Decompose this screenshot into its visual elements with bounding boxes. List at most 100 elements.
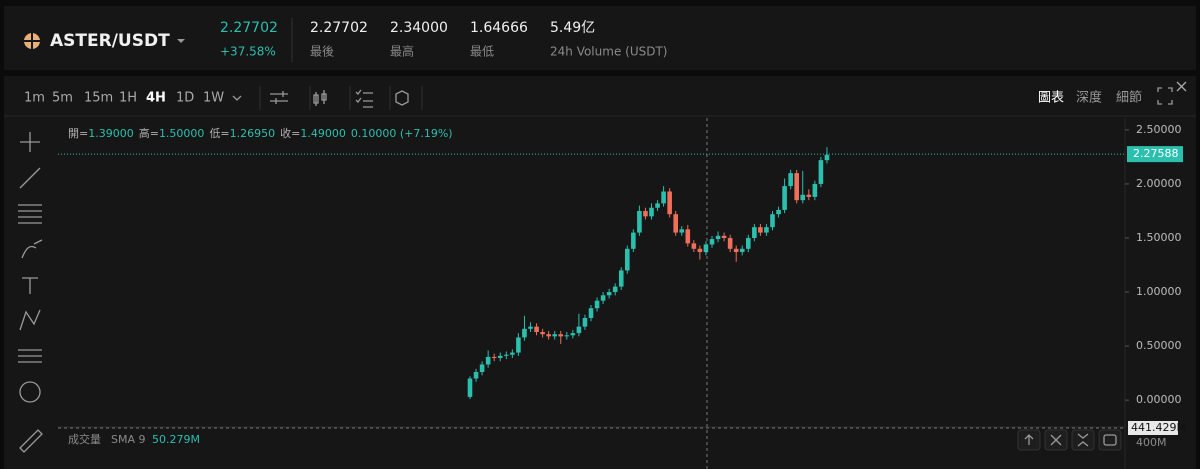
interval-dropdown[interactable]: [232, 95, 242, 101]
candle-body: [582, 317, 588, 327]
candle-body: [473, 372, 479, 379]
candle-body: [522, 328, 527, 338]
y-tick-label: 2.50000: [1136, 123, 1182, 136]
toolbar-button[interactable]: [395, 90, 409, 106]
candle-body: [824, 154, 830, 161]
last-price-label: 2.27588: [1133, 147, 1179, 160]
tool-fib[interactable]: [18, 349, 42, 363]
candle-body: [643, 210, 648, 217]
candle-body: [612, 286, 618, 293]
candle-body: [564, 335, 570, 337]
volume-tick: 400M: [1136, 436, 1167, 449]
candle-body: [721, 235, 727, 238]
stat-value: 2.27702: [310, 20, 368, 36]
candle-body: [673, 214, 678, 233]
candle-body: [618, 270, 624, 287]
legend-value: 1.50000: [159, 127, 205, 140]
interval[interactable]: 4H: [146, 91, 166, 106]
candle-body: [685, 229, 691, 244]
candle-body: [709, 239, 715, 245]
candle-body: [497, 355, 503, 358]
view-tab[interactable]: 深度: [1076, 90, 1102, 106]
tool-pattern[interactable]: [19, 309, 41, 331]
legend-value: 1.49000: [300, 127, 346, 140]
candle-body: [552, 334, 557, 337]
candle-body: [467, 378, 473, 397]
candle-body: [655, 203, 660, 208]
ohlc-legend: 開=1.39000 高=1.50000 低=1.26950 收=1.49000 0.10…: [68, 126, 453, 140]
candle-body: [649, 207, 654, 217]
toolbar-button[interactable]: [355, 89, 373, 108]
interval[interactable]: 5m: [52, 91, 73, 106]
candle-body: [504, 354, 509, 356]
candle-body: [534, 326, 539, 333]
candle-body: [776, 209, 781, 215]
tool-emoji[interactable]: [19, 381, 41, 403]
volume-indicator: SMA 9: [111, 433, 146, 446]
tool-brush[interactable]: [21, 239, 43, 259]
tool-crosshair[interactable]: [20, 132, 40, 152]
chart-panel: [4, 76, 1196, 469]
legend-label: 開=: [68, 127, 88, 140]
legend-label: 收=: [280, 126, 300, 140]
pane-buttons: [1017, 429, 1122, 451]
interval[interactable]: 1W: [203, 91, 224, 106]
legend-value: 1.39000: [88, 127, 134, 140]
drawing-tools: [18, 132, 43, 453]
candle-body: [546, 334, 551, 337]
candle-body: [661, 191, 666, 204]
collapse-button[interactable]: [1071, 429, 1095, 451]
tool-line[interactable]: [19, 167, 41, 189]
toolbar-button[interactable]: [313, 90, 327, 106]
close-button[interactable]: [1176, 81, 1187, 92]
candle-body: [479, 364, 485, 373]
candle-body: [697, 248, 703, 253]
legend-label: 高=: [139, 126, 159, 140]
candle-body: [667, 191, 672, 215]
candle-body: [758, 227, 763, 233]
tool-text[interactable]: [22, 277, 38, 294]
legend-value: 1.26950: [230, 127, 276, 140]
interval[interactable]: 1D: [176, 91, 194, 106]
candle-body: [715, 235, 721, 240]
header-bar: [4, 6, 1196, 70]
candle-body: [806, 194, 812, 197]
candle-body: [625, 248, 630, 271]
legend-label: 低=: [209, 127, 229, 140]
crosshair-label: 441.429M: [1131, 421, 1186, 434]
symbol[interactable]: ASTER/USDT: [50, 31, 170, 51]
candle-body: [691, 243, 697, 249]
candle-body: [637, 210, 642, 233]
candle-body: [752, 227, 757, 238]
interval[interactable]: 15m: [84, 91, 113, 106]
view-tab[interactable]: 圖表: [1038, 91, 1064, 106]
candle-body: [764, 227, 769, 233]
interval[interactable]: 1H: [119, 91, 137, 106]
y-tick-label: 0.00000: [1136, 393, 1182, 406]
stat-label: 最低: [470, 45, 494, 59]
change: +37.58%: [220, 45, 276, 59]
volume-title: 成交量: [68, 432, 101, 446]
maximize-button[interactable]: [1098, 429, 1122, 451]
y-tick-label: 0.50000: [1136, 339, 1182, 352]
stat-label: 24h Volume (USDT): [550, 45, 667, 59]
candle-body: [770, 214, 775, 228]
symbol-dropdown[interactable]: [177, 39, 185, 43]
view-tab[interactable]: 細節: [1116, 91, 1142, 106]
candle-body: [594, 300, 600, 309]
candle-body: [782, 186, 787, 210]
icon: [1103, 434, 1117, 446]
candle-body: [739, 248, 745, 253]
fullscreen-button[interactable]: [1157, 87, 1173, 105]
toolbar-button[interactable]: [270, 91, 288, 104]
tool-lines[interactable]: [18, 204, 42, 224]
candle-body: [606, 292, 612, 296]
tool-ruler[interactable]: [19, 429, 43, 453]
candle-body: [485, 356, 491, 365]
stat-label: 最後: [310, 45, 334, 59]
icon: [1024, 434, 1034, 445]
stat-value: 5.49亿: [550, 20, 595, 36]
stat-value: 2.34000: [390, 20, 448, 36]
interval[interactable]: 1m: [24, 91, 45, 106]
